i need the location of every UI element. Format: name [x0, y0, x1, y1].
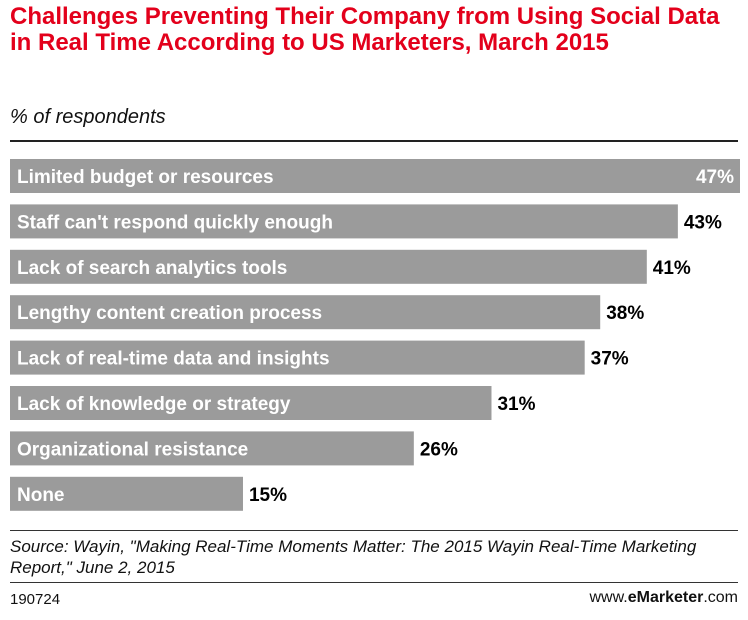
bar-category-label: Staff can't respond quickly enough [17, 212, 333, 233]
bar-4 [10, 340, 585, 375]
bar-value-label: 38% [606, 303, 644, 324]
footer-divider [10, 582, 738, 583]
chart-subtitle: % of respondents [10, 106, 166, 128]
bar-category-label: Limited budget or resources [17, 167, 274, 188]
bar-category-label: Organizational resistance [17, 439, 248, 460]
bar-category-label: None [17, 485, 65, 506]
brand-logo[interactable]: www.eMarketer.com [589, 589, 738, 607]
bar-category-label: Lack of search analytics tools [17, 258, 287, 279]
bar-2 [10, 249, 647, 284]
brand-prefix: www. [589, 589, 628, 606]
source-note: Source: Wayin, "Making Real-Time Moments… [10, 537, 697, 577]
bar-value-label: 26% [420, 439, 458, 460]
bar-3 [10, 295, 601, 330]
bar-value-label: 41% [653, 258, 691, 279]
source-divider [10, 530, 738, 531]
bar-category-label: Lack of real-time data and insights [17, 349, 330, 370]
bar-7 [10, 476, 243, 511]
bar-value-label: 37% [591, 349, 629, 370]
bar-value-label: 15% [249, 485, 287, 506]
chart-id: 190724 [10, 591, 61, 608]
bar-category-label: Lengthy content creation process [17, 303, 322, 324]
brand-name: eMarketer [627, 589, 704, 606]
chart-title: Challenges Preventing Their Company from… [10, 3, 720, 56]
bar-value-label: 47% [696, 167, 734, 188]
brand-suffix: .com [703, 589, 738, 606]
bar-0 [10, 159, 740, 193]
header-divider [10, 140, 738, 142]
bar-category-label: Lack of knowledge or strategy [17, 394, 291, 415]
bar-6 [10, 431, 414, 466]
bar-5 [10, 386, 492, 420]
bar-value-label: 31% [497, 394, 535, 415]
bar-chart: Limited budget or resources 47% Staff can'… [10, 159, 740, 511]
bar-value-label: 43% [684, 212, 722, 233]
bar-1 [10, 204, 678, 239]
